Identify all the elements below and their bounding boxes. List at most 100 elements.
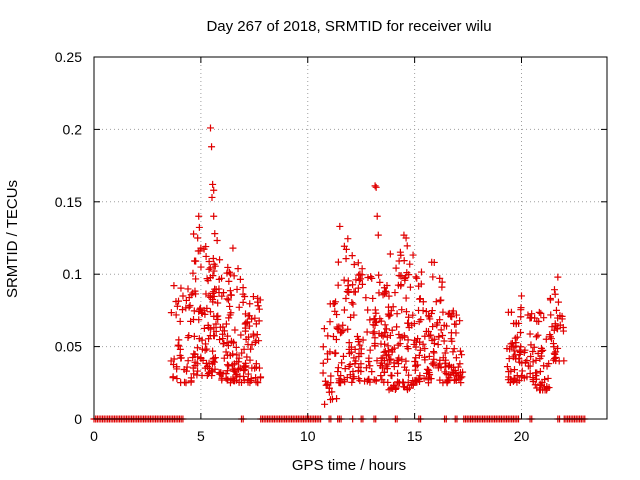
data-point xyxy=(326,348,334,356)
data-point xyxy=(354,259,362,267)
data-point xyxy=(546,296,554,304)
data-point xyxy=(167,357,175,365)
data-point xyxy=(329,333,337,341)
data-point xyxy=(374,231,382,239)
data-point xyxy=(327,379,335,387)
data-point xyxy=(236,372,244,380)
data-point xyxy=(334,364,342,372)
data-point xyxy=(344,235,352,243)
data-point xyxy=(369,329,377,337)
data-point xyxy=(325,384,333,392)
data-point xyxy=(443,378,451,386)
data-point xyxy=(532,333,540,341)
data-point xyxy=(439,332,447,340)
data-point xyxy=(437,296,445,304)
data-point xyxy=(187,378,195,386)
data-point xyxy=(349,300,357,308)
data-point xyxy=(252,363,260,371)
data-point xyxy=(205,265,213,273)
data-point xyxy=(420,375,428,383)
data-point xyxy=(194,367,202,375)
data-point xyxy=(551,350,559,358)
data-point xyxy=(370,328,378,336)
data-point xyxy=(206,264,214,272)
data-point xyxy=(398,355,406,363)
data-point xyxy=(505,368,513,376)
data-point xyxy=(377,317,385,325)
data-point xyxy=(421,345,429,353)
data-point xyxy=(347,348,355,356)
data-point xyxy=(412,338,420,346)
data-point xyxy=(381,321,389,329)
data-point xyxy=(397,272,405,280)
data-point xyxy=(422,308,430,316)
data-point xyxy=(244,341,252,349)
data-point xyxy=(419,307,427,315)
data-point xyxy=(422,327,430,335)
data-point xyxy=(175,297,183,305)
data-point xyxy=(534,331,542,339)
data-point xyxy=(208,193,216,201)
data-point xyxy=(319,343,327,351)
data-point xyxy=(447,329,455,337)
data-point xyxy=(195,223,203,231)
data-point xyxy=(225,277,233,285)
data-point xyxy=(192,275,200,283)
data-point xyxy=(186,301,194,309)
data-point xyxy=(242,324,250,332)
data-point xyxy=(439,308,447,316)
data-point xyxy=(254,378,262,386)
data-point xyxy=(349,281,357,289)
data-point xyxy=(323,380,331,388)
data-point xyxy=(184,357,192,365)
data-point xyxy=(380,357,388,365)
data-point xyxy=(421,332,429,340)
data-point xyxy=(539,346,547,354)
data-point xyxy=(173,363,181,371)
data-point xyxy=(231,326,239,334)
data-point xyxy=(527,352,535,360)
data-point xyxy=(450,363,458,371)
data-point xyxy=(511,334,519,342)
data-point xyxy=(226,270,234,278)
x-tick-label: 0 xyxy=(90,428,98,444)
data-point xyxy=(194,234,202,242)
data-point xyxy=(553,325,561,333)
data-point xyxy=(387,371,395,379)
data-point xyxy=(229,350,237,358)
y-tick-label: 0 xyxy=(74,411,82,427)
data-point xyxy=(172,311,180,319)
data-point xyxy=(319,369,327,377)
data-point xyxy=(354,284,362,292)
data-point xyxy=(417,268,425,276)
data-point xyxy=(414,361,422,369)
data-point xyxy=(184,285,192,293)
data-point xyxy=(239,298,247,306)
data-point xyxy=(255,305,263,313)
data-point xyxy=(216,323,224,331)
data-point xyxy=(378,376,386,384)
data-point xyxy=(189,353,197,361)
data-point xyxy=(364,306,372,314)
data-point xyxy=(456,347,464,355)
y-tick-label: 0.05 xyxy=(55,339,82,355)
data-point xyxy=(417,316,425,324)
data-point xyxy=(202,252,210,260)
data-point xyxy=(333,325,341,333)
data-point xyxy=(348,252,356,260)
data-point xyxy=(405,313,413,321)
data-point xyxy=(376,278,384,286)
data-point xyxy=(402,357,410,365)
data-point xyxy=(251,314,259,322)
data-point xyxy=(256,296,264,304)
data-point xyxy=(214,315,222,323)
data-point xyxy=(178,306,186,314)
data-point xyxy=(412,273,420,281)
data-point xyxy=(546,331,554,339)
data-point xyxy=(210,324,218,332)
data-point xyxy=(517,313,525,321)
data-point xyxy=(375,330,383,338)
data-point xyxy=(386,250,394,258)
data-point xyxy=(406,283,414,291)
